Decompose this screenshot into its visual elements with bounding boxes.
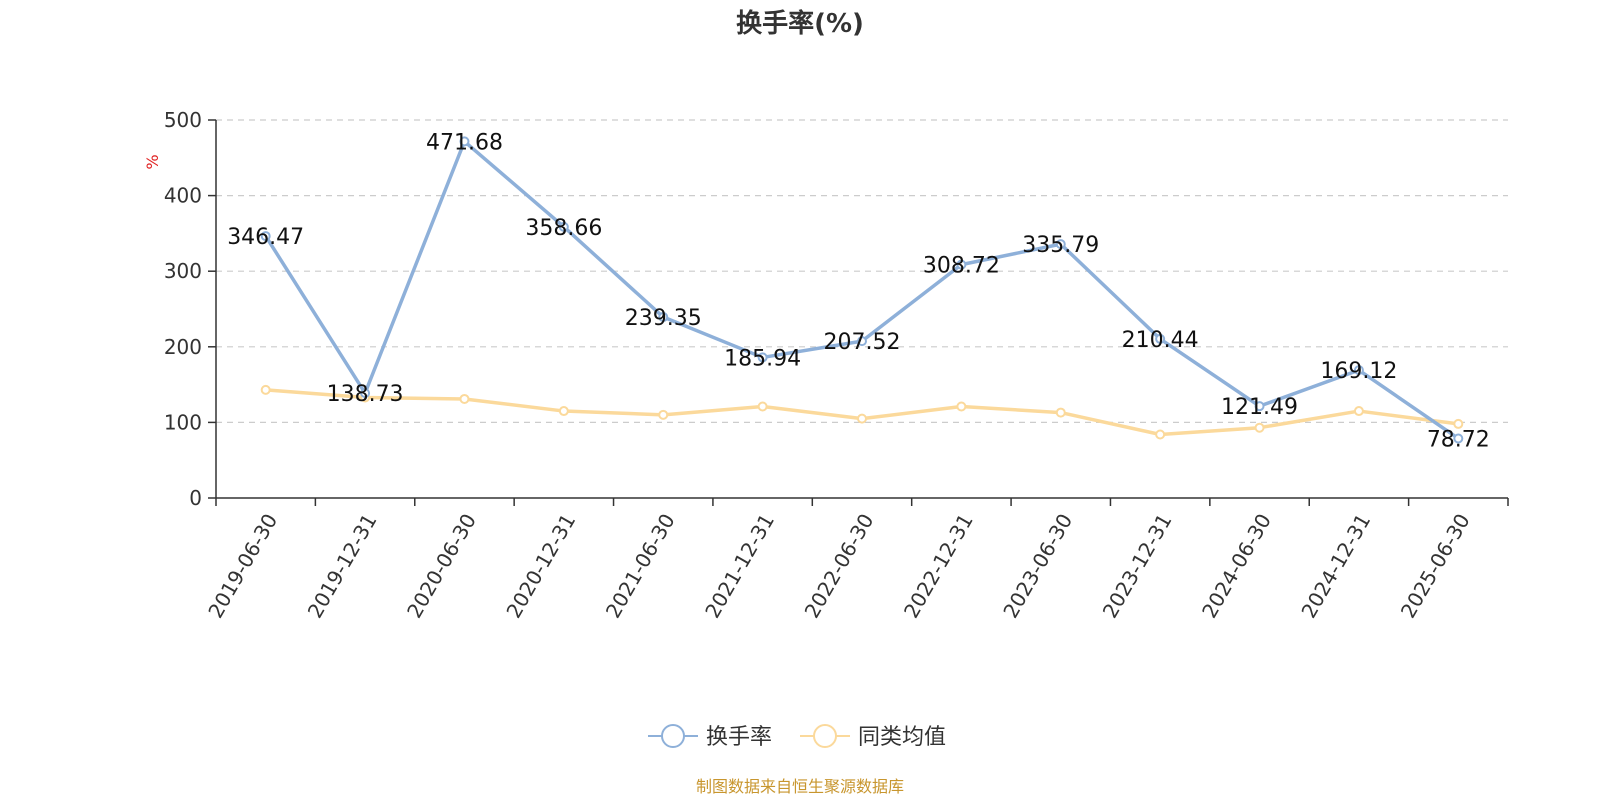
chart-title: 换手率(%) (736, 8, 864, 39)
data-label: 308.72 (923, 254, 1000, 279)
y-tick-label: 400 (164, 184, 202, 208)
data-point[interactable] (1453, 433, 1464, 444)
data-label: 121.49 (1221, 395, 1298, 420)
data-point[interactable] (1055, 407, 1066, 418)
data-point[interactable] (1353, 406, 1364, 417)
x-tick-label: 2023-06-30 (998, 510, 1077, 623)
legend[interactable]: 换手率 同类均值 (648, 724, 946, 750)
y-tick-label: 300 (164, 259, 202, 283)
data-point[interactable] (459, 393, 470, 404)
data-label: 78.72 (1427, 427, 1490, 452)
legend-item-1[interactable]: 同类均值 (800, 724, 946, 750)
x-tick-labels: 2019-06-30 2019-12-31 2020-06-30 2020-12-31… (203, 510, 1475, 623)
source-note: 制图数据来自恒生聚源数据库 (696, 777, 904, 796)
y-axis-label: % (143, 154, 162, 169)
y-tick-label: 200 (164, 335, 202, 359)
data-point[interactable] (1254, 401, 1265, 412)
series-group (260, 136, 1464, 444)
data-point[interactable] (956, 259, 967, 270)
x-tick-label: 2021-06-30 (601, 510, 680, 623)
data-point[interactable] (1353, 365, 1364, 376)
legend-marker (813, 724, 837, 748)
legend-label: 换手率 (706, 725, 772, 750)
x-tick-label: 2019-06-30 (203, 510, 282, 623)
x-tick-label: 2022-12-31 (899, 510, 978, 623)
data-label: 138.73 (327, 382, 404, 407)
x-tick-label: 2020-06-30 (402, 510, 481, 623)
data-label: 207.52 (824, 330, 901, 355)
y-tick-label: 500 (164, 108, 202, 132)
x-tick-label: 2023-12-31 (1098, 510, 1177, 623)
data-point[interactable] (558, 221, 569, 232)
data-label: 335.79 (1022, 233, 1099, 258)
legend-marker (661, 724, 685, 748)
data-point[interactable] (1155, 333, 1166, 344)
data-label: 471.68 (426, 130, 503, 155)
grid-lines (216, 119, 1508, 423)
data-label: 346.47 (227, 225, 304, 250)
x-tick-label: 2024-12-31 (1296, 510, 1375, 623)
data-point[interactable] (857, 336, 867, 347)
data-point[interactable] (658, 409, 669, 420)
x-tick-label: 2019-12-31 (303, 510, 382, 623)
x-tick-label: 2024-06-30 (1197, 510, 1276, 623)
data-point[interactable] (1155, 429, 1166, 440)
legend-label: 同类均值 (858, 725, 946, 750)
x-tick-label: 2021-12-31 (700, 510, 779, 623)
data-point[interactable] (558, 406, 569, 417)
data-point[interactable] (857, 413, 867, 424)
series-line-0 (264, 139, 1460, 440)
data-label: 239.35 (625, 306, 702, 331)
data-point[interactable] (1453, 418, 1464, 429)
data-point[interactable] (658, 312, 669, 323)
x-tick-label: 2020-12-31 (501, 510, 580, 623)
data-label: 358.66 (525, 216, 602, 241)
data-labels: 346.47 138.73 471.68 358.66 239.35 185.94 207.… (227, 130, 1490, 452)
legend-item-0[interactable]: 换手率 (648, 724, 772, 750)
data-point[interactable] (757, 401, 768, 412)
y-tick-labels: 0 100 200 300 400 500 (164, 108, 202, 510)
data-point[interactable] (1254, 422, 1265, 433)
data-point[interactable] (757, 352, 768, 363)
y-tick-label: 0 (189, 486, 202, 510)
data-point[interactable] (360, 388, 371, 399)
x-tick-label: 2025-06-30 (1396, 510, 1475, 623)
data-label: 185.94 (724, 346, 801, 371)
data-label: 169.12 (1320, 359, 1397, 384)
x-tick-label: 2022-06-30 (800, 510, 879, 623)
data-point[interactable] (956, 401, 967, 412)
data-label: 210.44 (1122, 328, 1199, 353)
data-point[interactable] (1055, 239, 1066, 250)
y-tick-label: 100 (164, 410, 202, 434)
data-point[interactable] (260, 384, 271, 395)
data-point[interactable] (260, 231, 271, 242)
data-point[interactable] (459, 136, 470, 147)
axes (208, 119, 1509, 506)
